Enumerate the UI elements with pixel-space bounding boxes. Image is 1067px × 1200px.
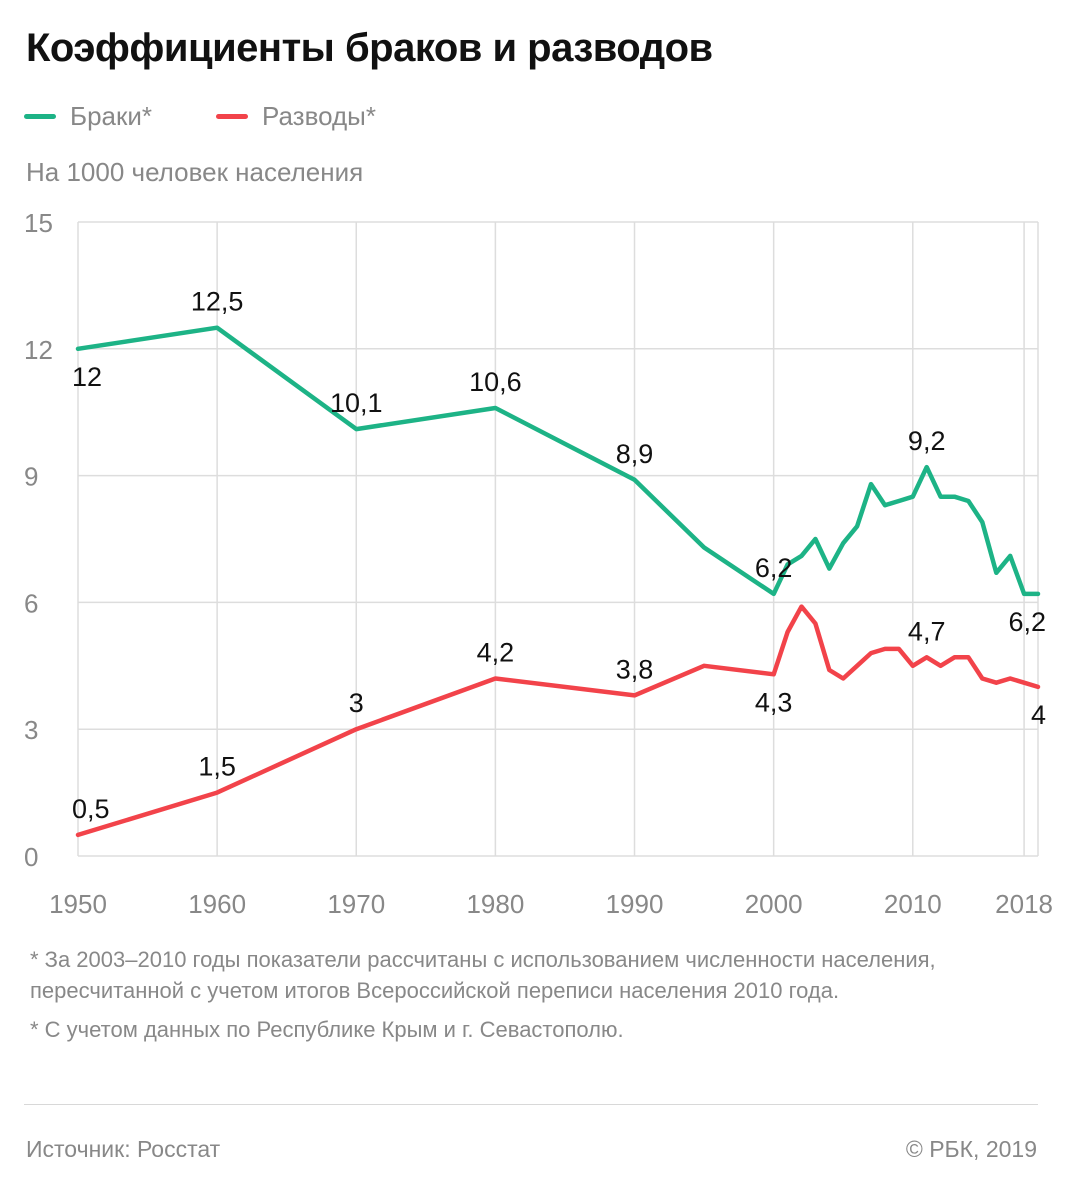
legend-swatch-marriages [24, 113, 56, 119]
series-line-divorces [75, 604, 1041, 838]
data-label-divorces: 4,3 [755, 687, 793, 717]
data-label-divorces: 4 [1031, 700, 1046, 730]
x-tick-label: 1970 [327, 889, 385, 919]
footer-divider [24, 1104, 1038, 1105]
x-tick-label: 2000 [745, 889, 803, 919]
data-label-marriages: 10,1 [330, 388, 383, 418]
chart-title: Коэффициенты браков и разводов [26, 26, 713, 70]
data-label-marriages: 10,6 [469, 367, 522, 397]
copyright: © РБК, 2019 [905, 1136, 1037, 1162]
source-note: Источник: Росстат [26, 1136, 221, 1162]
series-line-marriages [75, 325, 1041, 597]
legend-label-divorces: Разводы* [262, 100, 376, 131]
line-chart: 0 3 6 9 12 15 1950 1960 1970 1980 1990 2000 2010 2018… [24, 208, 1053, 919]
x-tick-label: 1960 [188, 889, 246, 919]
footnote-crimea: * С учетом данных по Республике Крым и г… [30, 1017, 624, 1042]
legend-label-marriages: Браки* [70, 100, 152, 131]
x-tick-label: 2018 [995, 889, 1053, 919]
data-label-divorces: 3 [349, 688, 364, 718]
y-tick-label: 12 [24, 335, 53, 365]
data-label-marriages: 8,9 [616, 439, 654, 469]
data-label-marriages: 6,2 [755, 553, 793, 583]
x-tick-label: 1950 [49, 889, 107, 919]
legend-swatch-divorces [216, 113, 248, 119]
y-tick-label: 3 [24, 715, 38, 745]
y-tick-label: 6 [24, 588, 38, 618]
x-tick-label: 1990 [606, 889, 664, 919]
footnotes: * За 2003–2010 годы показатели рассчитан… [30, 944, 1040, 1053]
legend-item-divorces: Разводы* [216, 101, 376, 132]
data-label-divorces: 3,8 [616, 654, 654, 684]
data-label-marriages: 6,2 [1008, 607, 1046, 637]
data-label-divorces: 0,5 [72, 794, 110, 824]
footnote-census: * За 2003–2010 годы показатели рассчитан… [30, 947, 936, 1003]
data-label-divorces: 4,7 [908, 616, 946, 646]
data-label-marriages: 12 [72, 362, 102, 392]
y-tick-label: 15 [24, 208, 53, 238]
data-label-divorces: 4,2 [477, 637, 515, 667]
x-tick-label: 2010 [884, 889, 942, 919]
data-label-marriages: 12,5 [191, 287, 244, 317]
y-tick-label: 0 [24, 842, 38, 872]
y-tick-label: 9 [24, 462, 38, 492]
legend: Браки* Разводы* [24, 100, 440, 132]
data-label-divorces: 1,5 [198, 752, 236, 782]
x-tick-label: 1980 [466, 889, 524, 919]
chart-subtitle: На 1000 человек населения [26, 157, 364, 187]
data-label-marriages: 9,2 [908, 426, 946, 456]
legend-item-marriages: Браки* [24, 101, 152, 132]
